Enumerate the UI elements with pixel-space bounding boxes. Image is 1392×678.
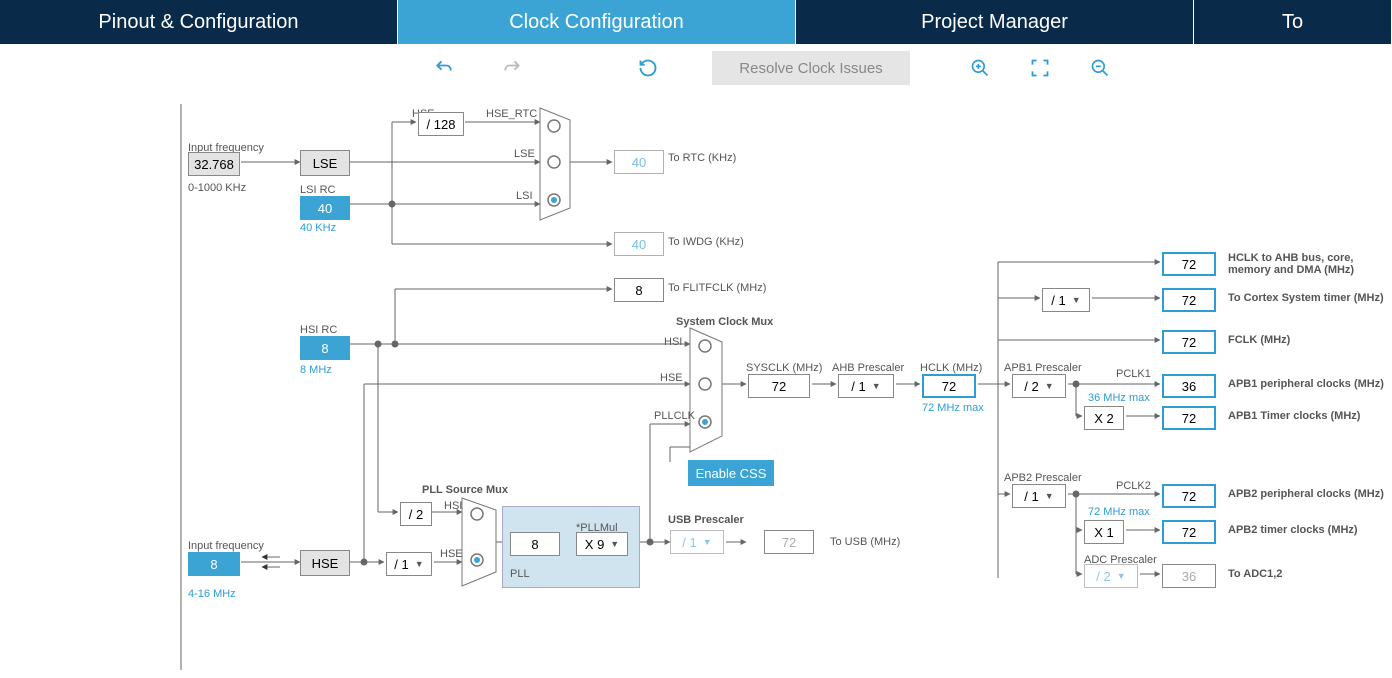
apb2-prescaler-select[interactable]: / 1▼ — [1012, 484, 1066, 508]
zoom-out-icon[interactable] — [1090, 58, 1110, 78]
hse-div128: / 128 — [418, 112, 464, 136]
hsi-value: 8 — [300, 336, 350, 360]
out-apb2p-label: APB2 peripheral clocks (MHz) — [1228, 488, 1384, 500]
hse-sysclk-label: HSE — [660, 372, 683, 384]
lse-range-label: 0-1000 KHz — [188, 182, 246, 194]
pllmul-select[interactable]: X 9▼ — [576, 532, 628, 556]
hclk-value[interactable]: 72 — [922, 374, 976, 398]
lse-source[interactable]: LSE — [300, 150, 350, 176]
refresh-icon[interactable] — [614, 58, 682, 78]
sysclk-value[interactable]: 72 — [748, 374, 810, 398]
out-hclk-value: 72 — [1162, 252, 1216, 276]
to-usb-label: To USB (MHz) — [830, 536, 900, 548]
to-flitf-label: To FLITFCLK (MHz) — [668, 282, 766, 294]
apb1-prescaler-label: APB1 Prescaler — [1004, 362, 1082, 374]
out-fclk-value: 72 — [1162, 330, 1216, 354]
toolbar: Resolve Clock Issues — [0, 44, 1392, 92]
to-rtc-label: To RTC (KHz) — [668, 152, 736, 164]
hsi-div2: / 2 — [400, 502, 432, 526]
out-adc-label: To ADC1,2 — [1228, 568, 1282, 580]
out-apb1p-label: APB1 peripheral clocks (MHz) — [1228, 378, 1384, 390]
pclk1-max-label: 36 MHz max — [1088, 392, 1150, 404]
hsi-sig2-label: HSI — [444, 500, 462, 512]
lse-sig-label: LSE — [514, 148, 535, 160]
rtc-out-value: 40 — [614, 150, 664, 174]
apb1-mult: X 2 — [1084, 406, 1124, 430]
out-fclk-label: FCLK (MHz) — [1228, 334, 1290, 346]
out-cortex-value: 72 — [1162, 288, 1216, 312]
hsi-sysclk-label: HSI — [664, 336, 682, 348]
lsi-sig-label: LSI — [516, 190, 533, 202]
lsi-value: 40 — [300, 196, 350, 220]
out-apb1p-value: 36 — [1162, 374, 1216, 398]
input-frequency2-label: Input frequency — [188, 540, 264, 552]
top-tabs: Pinout & Configuration Clock Configurati… — [0, 0, 1392, 44]
flitf-value: 8 — [614, 278, 664, 302]
sysclk-mux-label: System Clock Mux — [676, 316, 773, 328]
apb2-prescaler-label: APB2 Prescaler — [1004, 472, 1082, 484]
lse-input-freq[interactable]: 32.768 — [188, 152, 240, 176]
usb-out-value: 72 — [764, 530, 814, 554]
out-apb2p-value: 72 — [1162, 484, 1216, 508]
out-apb1t-value: 72 — [1162, 406, 1216, 430]
sysclk-mhz-label: SYSCLK (MHz) — [746, 362, 822, 374]
pllclk-label: PLLCLK — [654, 410, 695, 422]
lsi-freq-label: 40 KHz — [300, 222, 336, 234]
out-apb1t-label: APB1 Timer clocks (MHz) — [1228, 410, 1360, 422]
hse-sig3-label: HSE — [440, 548, 463, 560]
enable-css-button[interactable]: Enable CSS — [688, 460, 774, 486]
zoom-in-icon[interactable] — [970, 58, 990, 78]
out-adc-value: 36 — [1162, 564, 1216, 588]
tab-tools[interactable]: To — [1194, 0, 1392, 44]
hse-rtc-label: HSE_RTC — [486, 108, 537, 120]
tab-pinout[interactable]: Pinout & Configuration — [0, 0, 398, 44]
out-apb2t-label: APB2 timer clocks (MHz) — [1228, 524, 1358, 536]
pll-label: PLL — [510, 568, 530, 580]
cortex-div-select[interactable]: / 1▼ — [1042, 288, 1090, 312]
hse-range-label: 4-16 MHz — [188, 588, 236, 600]
pclk1-label: PCLK1 — [1116, 368, 1151, 380]
resolve-clock-issues-button[interactable]: Resolve Clock Issues — [712, 51, 910, 85]
usb-prescaler-select[interactable]: / 1▼ — [670, 530, 724, 554]
hclk-mhz-label: HCLK (MHz) — [920, 362, 982, 374]
hse-source[interactable]: HSE — [300, 550, 350, 576]
out-cortex-label: To Cortex System timer (MHz) — [1228, 292, 1384, 304]
adc-prescaler-select[interactable]: / 2▼ — [1084, 564, 1138, 588]
lsi-rc-label: LSI RC — [300, 184, 335, 196]
hclk-max-label: 72 MHz max — [922, 402, 984, 414]
clock-tree-canvas: Input frequency 0-1000 KHz LSI RC 40 KHz… — [0, 92, 1392, 678]
tab-clock[interactable]: Clock Configuration — [398, 0, 796, 44]
out-apb2t-value: 72 — [1162, 520, 1216, 544]
out-hclk-ahb-label: HCLK to AHB bus, core, memory and DMA (M… — [1228, 252, 1388, 276]
redo-icon[interactable] — [478, 58, 546, 78]
apb2-mult: X 1 — [1084, 520, 1124, 544]
hsi-rc-label: HSI RC — [300, 324, 337, 336]
pclk2-max-label: 72 MHz max — [1088, 506, 1150, 518]
pll-input-value[interactable]: 8 — [510, 532, 560, 556]
hse-divider-select[interactable]: / 1▼ — [386, 552, 432, 576]
to-iwdg-label: To IWDG (KHz) — [668, 236, 744, 248]
hsi-freq-label: 8 MHz — [300, 364, 332, 376]
hse-input-freq[interactable]: 8 — [188, 552, 240, 576]
apb1-prescaler-select[interactable]: / 2▼ — [1012, 374, 1066, 398]
usb-prescaler-label: USB Prescaler — [668, 514, 744, 526]
ahb-prescaler-select[interactable]: / 1▼ — [838, 374, 894, 398]
zoom-fit-icon[interactable] — [1030, 58, 1050, 78]
tab-project[interactable]: Project Manager — [796, 0, 1194, 44]
pll-source-mux-label: PLL Source Mux — [422, 484, 508, 496]
ahb-prescaler-label: AHB Prescaler — [832, 362, 904, 374]
undo-icon[interactable] — [410, 58, 478, 78]
iwdg-out-value: 40 — [614, 232, 664, 256]
pclk2-label: PCLK2 — [1116, 480, 1151, 492]
